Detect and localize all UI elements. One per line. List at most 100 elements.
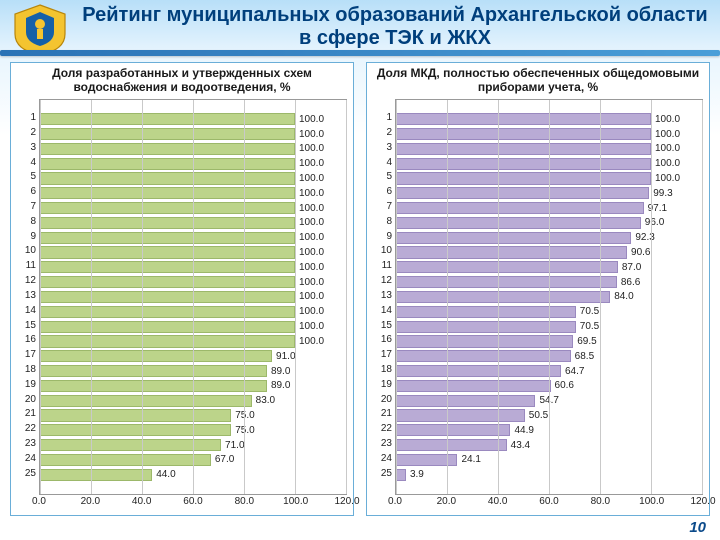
bar-value-label: 68.5: [571, 351, 594, 362]
charts-container: Доля разработанных и утвержденных схем в…: [10, 62, 710, 516]
bar-value-label: 100.0: [651, 158, 680, 169]
bar-fill: [40, 158, 295, 170]
y-tick-label: 11: [18, 260, 36, 272]
bar-fill: [396, 143, 651, 155]
x-tick-label: 100.0: [283, 496, 308, 507]
bar-fill: [396, 128, 651, 140]
y-tick-label: 6: [374, 186, 392, 198]
y-tick-label: 17: [18, 349, 36, 361]
bar-fill: [40, 469, 152, 481]
bar-fill: [396, 276, 617, 288]
bar-value-label: 96.0: [641, 217, 664, 228]
y-tick-label: 12: [18, 275, 36, 287]
bar-fill: [40, 128, 295, 140]
bar-value-label: 60.6: [551, 380, 574, 391]
bar-value-label: 69.5: [573, 336, 596, 347]
bar-fill: [396, 409, 525, 421]
y-tick-label: 4: [18, 157, 36, 169]
bar-value-label: 44.0: [152, 469, 175, 480]
y-tick-label: 13: [18, 290, 36, 302]
x-tick-label: 80.0: [591, 496, 610, 507]
bar-value-label: 100.0: [295, 232, 324, 243]
bar-value-label: 100.0: [651, 129, 680, 140]
y-tick-label: 16: [374, 334, 392, 346]
bar-fill: [396, 395, 535, 407]
bar-fill: [40, 291, 295, 303]
y-tick-label: 6: [18, 186, 36, 198]
bar-fill: [40, 365, 267, 377]
grid-line: [295, 100, 296, 494]
bar-value-label: 99.3: [649, 188, 672, 199]
y-tick-label: 9: [374, 231, 392, 243]
header-stripe: [0, 50, 720, 56]
y-tick-label: 5: [374, 171, 392, 183]
x-tick-label: 20.0: [437, 496, 456, 507]
y-tick-label: 12: [374, 275, 392, 287]
bar-value-label: 89.0: [267, 366, 290, 377]
bar-fill: [40, 246, 295, 258]
x-tick-label: 120.0: [690, 496, 715, 507]
y-tick-label: 10: [18, 245, 36, 257]
y-tick-label: 25: [374, 468, 392, 480]
x-tick-label: 40.0: [132, 496, 151, 507]
y-tick-label: 10: [374, 245, 392, 257]
y-tick-label: 1: [374, 112, 392, 124]
y-tick-label: 14: [374, 305, 392, 317]
bar-fill: [40, 143, 295, 155]
bar-fill: [396, 217, 641, 229]
grid-line: [651, 100, 652, 494]
y-tick-label: 13: [374, 290, 392, 302]
chart-left-plot: 1234567891011121314151617181920212223242…: [39, 99, 347, 495]
bar-fill: [40, 306, 295, 318]
bar-value-label: 100.0: [295, 143, 324, 154]
y-tick-label: 25: [18, 468, 36, 480]
y-tick-label: 1: [18, 112, 36, 124]
bar-value-label: 100.0: [295, 129, 324, 140]
bar-fill: [40, 172, 295, 184]
grid-line: [702, 100, 703, 494]
grid-line: [40, 100, 41, 494]
bar-value-label: 100.0: [651, 143, 680, 154]
page-number: 10: [689, 519, 706, 536]
bar-value-label: 91.0: [272, 351, 295, 362]
bar-fill: [396, 202, 644, 214]
grid-line: [244, 100, 245, 494]
bar-fill: [396, 380, 551, 392]
y-tick-label: 20: [18, 394, 36, 406]
region-crest: [10, 2, 70, 57]
bar-fill: [40, 276, 295, 288]
y-tick-label: 3: [18, 142, 36, 154]
slide-root: { "title": "Рейтинг муниципальных образо…: [0, 0, 720, 540]
y-tick-label: 21: [374, 408, 392, 420]
bar-value-label: 24.1: [457, 454, 480, 465]
chart-right-title: Доля МКД, полностью обеспеченных общедом…: [373, 67, 703, 97]
bar-value-label: 100.0: [295, 158, 324, 169]
bar-fill: [396, 350, 571, 362]
y-tick-label: 23: [18, 438, 36, 450]
bar-fill: [396, 335, 573, 347]
bar-value-label: 100.0: [295, 114, 324, 125]
bar-value-label: 100.0: [295, 217, 324, 228]
y-tick-label: 15: [18, 320, 36, 332]
y-tick-label: 23: [374, 438, 392, 450]
bar-fill: [40, 350, 272, 362]
chart-right-xaxis: 0.020.040.060.080.0100.0120.0: [395, 495, 703, 511]
bar-fill: [40, 395, 252, 407]
bar-value-label: 75.0: [231, 425, 254, 436]
y-tick-label: 9: [18, 231, 36, 243]
grid-line: [549, 100, 550, 494]
y-tick-label: 8: [374, 216, 392, 228]
bar-value-label: 3.9: [406, 469, 424, 480]
bar-fill: [40, 202, 295, 214]
bar-value-label: 100.0: [295, 277, 324, 288]
bar-value-label: 100.0: [295, 247, 324, 258]
bar-fill: [396, 158, 651, 170]
grid-line: [447, 100, 448, 494]
chart-right: Доля МКД, полностью обеспеченных общедом…: [366, 62, 710, 516]
bar-value-label: 100.0: [295, 262, 324, 273]
bar-fill: [396, 365, 561, 377]
bar-value-label: 100.0: [295, 336, 324, 347]
bar-value-label: 100.0: [295, 306, 324, 317]
bar-value-label: 89.0: [267, 380, 290, 391]
y-tick-label: 8: [18, 216, 36, 228]
